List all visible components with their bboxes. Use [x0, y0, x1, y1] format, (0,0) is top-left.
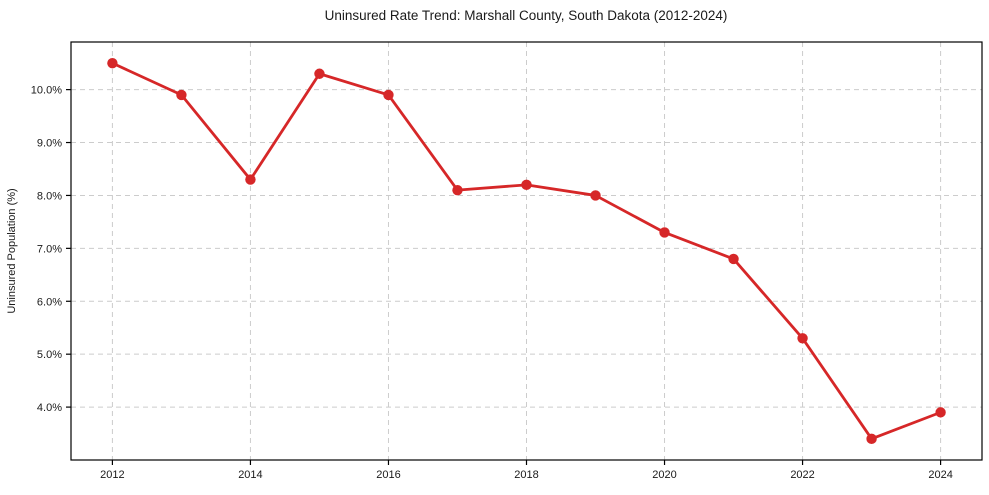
data-point-marker — [176, 89, 187, 101]
plot-area: 4.0% 5.0% 6.0% 7.0% 8.0% 9.0% 10.0% 2012 2014 201… — [31, 41, 983, 481]
x-tick-label: 2016 — [376, 469, 400, 481]
x-tick-label: 2012 — [100, 469, 124, 481]
y-tick-label: 5.0% — [37, 349, 62, 361]
x-tick-label: 2020 — [652, 469, 676, 481]
data-point-marker — [866, 433, 877, 445]
data-point-marker — [728, 253, 739, 265]
chart-title: Uninsured Rate Trend: Marshall County, S… — [325, 8, 728, 23]
data-point-marker — [245, 174, 256, 185]
y-tick-label: 7.0% — [37, 243, 62, 255]
y-tick-label: 6.0% — [37, 296, 62, 308]
data-point-marker — [659, 227, 670, 238]
data-point-marker — [590, 190, 601, 201]
x-tick-label: 2014 — [238, 469, 262, 481]
y-tick-label: 8.0% — [37, 190, 62, 202]
x-tick-label: 2024 — [928, 469, 952, 481]
y-tick-label: 9.0% — [37, 138, 62, 150]
x-tick-label: 2022 — [790, 469, 814, 481]
data-point-marker — [521, 179, 532, 191]
data-point-marker — [383, 89, 394, 101]
y-tick-label: 10.0% — [31, 85, 62, 97]
data-point-marker — [107, 57, 118, 69]
y-axis-label: Uninsured Population (%) — [6, 188, 18, 313]
data-point-marker — [314, 68, 325, 79]
data-point-marker — [797, 333, 808, 344]
x-tick-label: 2018 — [514, 469, 538, 481]
data-point-marker — [935, 407, 946, 418]
data-point-marker — [452, 184, 463, 196]
y-tick-label: 4.0% — [37, 402, 62, 414]
